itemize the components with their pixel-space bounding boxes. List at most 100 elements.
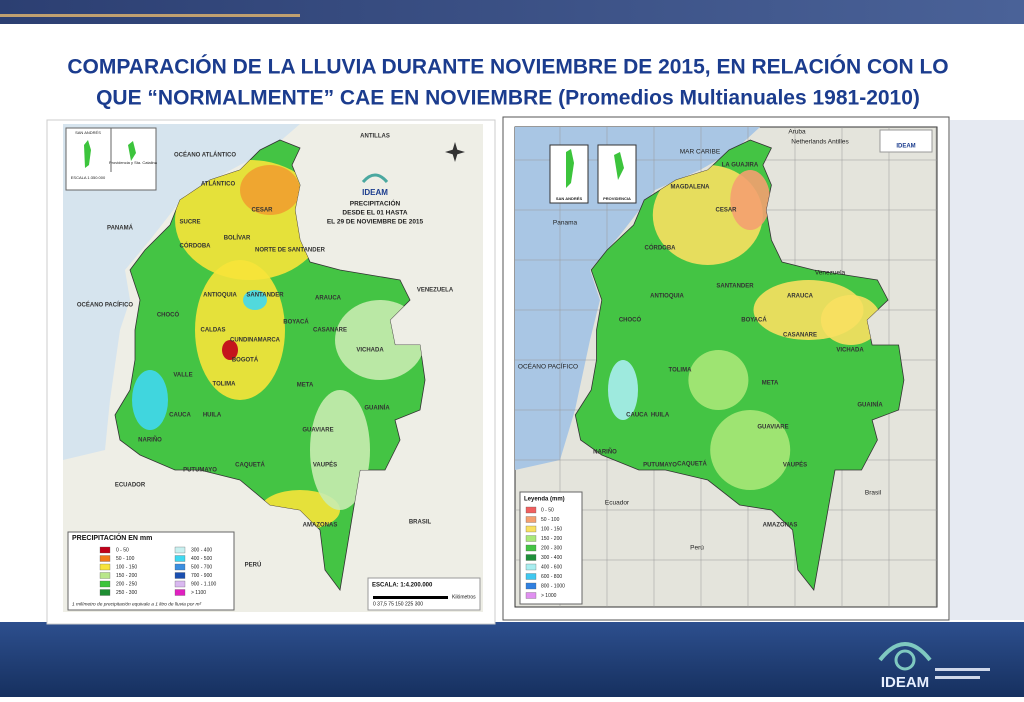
map-label: META (762, 381, 779, 387)
map-label: CESAR (715, 208, 737, 214)
rain-zone (730, 170, 771, 230)
map-label: Venezuela (815, 270, 846, 277)
map-label: OCÉANO PACÍFICO (518, 362, 578, 371)
map-label: CÓRDOBA (645, 244, 677, 252)
map-label: MAR CARIBE (680, 149, 721, 156)
legend-swatch (174, 563, 186, 571)
legend-swatch (525, 592, 537, 599)
map-label: LA GUAJIRA (722, 163, 759, 169)
legend-swatch (174, 589, 186, 596)
map-label: CAUCA (169, 413, 191, 419)
map-label: PANAMÁ (107, 225, 134, 232)
rain-zones (608, 165, 881, 490)
map-label: PUTUMAYO (183, 468, 217, 474)
scale-box (367, 577, 481, 611)
rain-zone (688, 350, 749, 410)
map-label: MAGDALENA (671, 185, 711, 191)
map-heading: DESDE EL 01 HASTA (342, 210, 407, 217)
island (614, 152, 624, 180)
legend-swatch (525, 535, 537, 542)
map-label: VENEZUELA (417, 288, 454, 294)
scale-text: ESCALA: 1:4.200.000 (372, 583, 433, 589)
map-label: ATLÁNTICO (201, 181, 236, 188)
legend-swatch (525, 582, 537, 590)
map-label: AMAZONAS (303, 523, 338, 529)
legend-label: 150 - 200 (116, 573, 137, 579)
inset-label: SAN ANDRÉS (556, 196, 583, 201)
legend-label: 500 - 700 (191, 564, 212, 570)
legend-swatch (525, 554, 537, 561)
legend-label: 900 - 1.100 (191, 581, 217, 587)
legend-swatch (99, 589, 111, 596)
legend-label: 250 - 300 (116, 590, 137, 596)
legend-label: > 1000 (541, 593, 557, 599)
map-label: GUAINÍA (364, 404, 390, 412)
map-label: ANTILLAS (360, 134, 390, 140)
map-label: ANTIOQUIA (650, 294, 684, 300)
map-label: META (297, 383, 314, 389)
map-label: Panama (553, 220, 578, 227)
legend-swatch (174, 555, 186, 562)
rain-zone (608, 360, 638, 420)
org-name: IDEAM (362, 188, 388, 197)
legend-swatch (174, 580, 186, 588)
map-label: ARAUCA (315, 296, 342, 302)
map-label: HUILA (203, 413, 222, 419)
legend-swatch (174, 572, 186, 579)
legend-label: 100 - 150 (541, 526, 562, 532)
map-label: CUNDINAMARCA (230, 338, 281, 344)
map-label: VAUPÉS (783, 461, 807, 469)
map-label: BOGOTÁ (232, 357, 259, 364)
map-label: CAUCA (626, 413, 648, 419)
inset-label: ESCALA 1:350.000 (71, 175, 106, 180)
top-band (0, 0, 1024, 24)
side-pattern (950, 120, 1024, 620)
map-label: GUAINÍA (857, 401, 883, 409)
map-label: SANTANDER (246, 293, 284, 299)
map-label: CASANARE (313, 328, 347, 334)
map-label: NARIÑO (138, 437, 162, 444)
legend-label: 300 - 400 (191, 547, 212, 553)
map-label: Brasil (865, 490, 882, 497)
island (84, 140, 91, 168)
compass (445, 142, 465, 162)
map-label: Perú (690, 545, 704, 552)
scale-bar (373, 596, 448, 599)
map-label: CHOCÓ (619, 316, 642, 324)
legend-label: 400 - 500 (191, 556, 212, 562)
rain-zone (820, 295, 881, 345)
map-label: VAUPÉS (313, 461, 337, 469)
map-label: BOLÍVAR (224, 234, 251, 242)
map-label: HUILA (651, 413, 670, 419)
footer-logo: IDEAM (878, 642, 990, 691)
legend-swatch (525, 573, 537, 580)
legend-swatch (99, 572, 111, 579)
legend-swatch (99, 555, 111, 562)
legend-swatch (99, 563, 111, 571)
rain-zone (710, 410, 791, 490)
top-stripe (0, 14, 300, 17)
bottom-band (0, 622, 1024, 697)
rain-zone (132, 370, 168, 430)
legend-label: 200 - 250 (116, 581, 137, 587)
scale-ticks: 0 37,5 75 150 225 300 (373, 601, 423, 607)
legend-swatch (99, 580, 111, 588)
map-label: CHOCÓ (157, 311, 180, 319)
title: QUE “NORMALMENTE” CAE EN NOVIEMBRE (Prom… (96, 87, 920, 110)
legend-box (67, 531, 235, 611)
legend-label: 0 - 50 (541, 507, 554, 513)
map-label: ECUADOR (115, 483, 146, 489)
map-label: VICHADA (356, 348, 384, 354)
map-heading: PRECIPITACIÓN (350, 199, 401, 208)
legend-label: 300 - 400 (541, 555, 562, 561)
map-label: VALLE (173, 373, 192, 379)
logo-box (879, 129, 933, 153)
island (128, 141, 136, 161)
inset-label: Providencia y Sta. Catalina (109, 160, 158, 165)
map-label: ANTIOQUIA (203, 293, 237, 299)
map-label: BOYACÁ (741, 317, 767, 324)
legend-label: 100 - 150 (116, 564, 137, 570)
inset-label: PROVIDENCIA (603, 196, 631, 201)
map-label: PUTUMAYO (643, 463, 677, 469)
